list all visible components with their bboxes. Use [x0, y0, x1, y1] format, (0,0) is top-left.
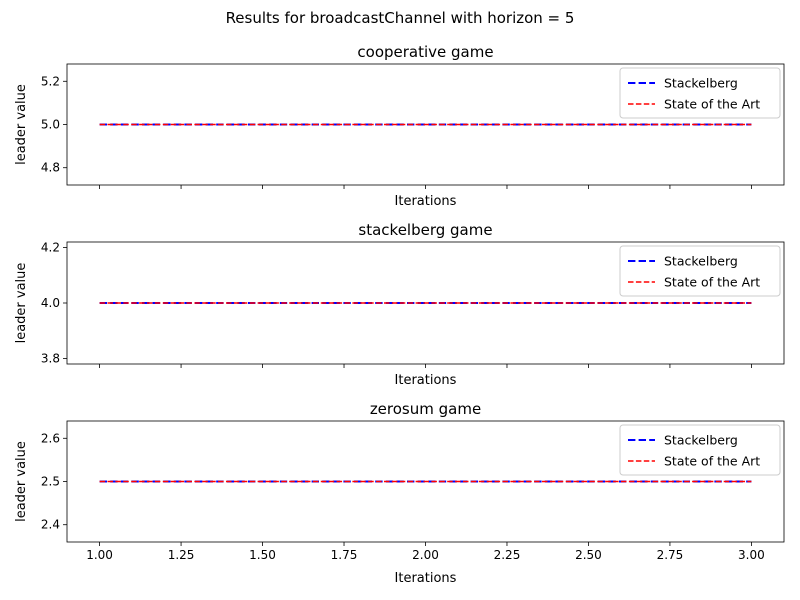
legend-label: Stackelberg [664, 76, 738, 91]
legend-box [619, 67, 781, 119]
y-tick-label: 4.0 [41, 296, 60, 310]
plot-area-frame [66, 241, 785, 365]
x-tick-label: 2.00 [412, 548, 439, 562]
subplot-3: zerosum game 1.00 1.25 1.50 1.75 2.00 2.25 2.50… [14, 400, 785, 586]
legend: Stackelberg State of the Art [619, 67, 781, 119]
subplot-title: stackelberg game [358, 221, 492, 239]
x-tick-label: 3.00 [738, 548, 765, 562]
subplot-title: cooperative game [357, 43, 493, 61]
legend-label: State of the Art [664, 97, 760, 112]
x-tick-label: 1.25 [168, 548, 195, 562]
x-tick-label: 1.00 [86, 548, 113, 562]
x-axis-label: Iterations [395, 194, 457, 209]
y-tick-label: 4.8 [41, 161, 60, 175]
x-tick-label: 2.50 [575, 548, 602, 562]
figure-suptitle: Results for broadcastChannel with horizo… [226, 9, 575, 27]
y-axis-label: leader value [14, 263, 29, 344]
y-tick-label: 2.5 [41, 475, 60, 489]
x-tick-label: 1.50 [249, 548, 276, 562]
y-tick-label: 5.2 [41, 74, 60, 88]
y-tick-label: 4.2 [41, 241, 60, 255]
plot-area-frame [66, 63, 785, 186]
legend-label: State of the Art [664, 275, 760, 290]
legend: Stackelberg State of the Art [619, 424, 781, 476]
y-tick-label: 5.0 [41, 118, 60, 132]
plot-area-frame [66, 420, 785, 543]
y-axis-label: leader value [14, 84, 29, 165]
y-tick-label: 3.8 [41, 351, 60, 365]
legend-label: State of the Art [664, 454, 760, 469]
legend-box [619, 424, 781, 476]
y-tick-label: 2.4 [41, 518, 60, 532]
subplot-2: stackelberg game 3.8 4.0 4.2 Iterations leade… [14, 221, 785, 388]
legend-label: Stackelberg [664, 254, 738, 269]
subplot-title: zerosum game [370, 400, 481, 418]
x-axis-label: Iterations [395, 571, 457, 586]
legend-label: Stackelberg [664, 433, 738, 448]
subplot-1: cooperative game 4.8 5.0 5.2 Iterations leade… [14, 43, 785, 209]
legend-box [619, 245, 781, 297]
legend: Stackelberg State of the Art [619, 245, 781, 297]
x-tick-label: 2.25 [494, 548, 521, 562]
x-tick-label: 2.75 [657, 548, 684, 562]
x-tick-label: 1.75 [331, 548, 358, 562]
y-tick-label: 2.6 [41, 431, 60, 445]
y-axis-label: leader value [14, 441, 29, 522]
x-axis-label: Iterations [395, 373, 457, 388]
